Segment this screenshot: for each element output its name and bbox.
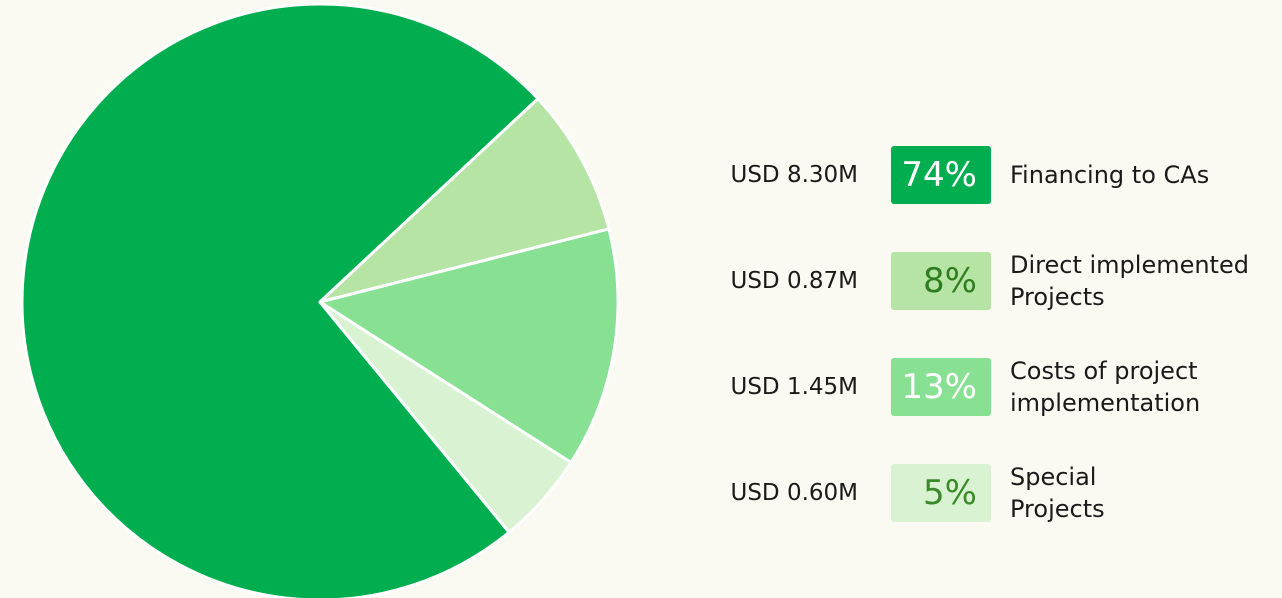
value-label: 5%: [891, 464, 991, 522]
value-label: 13%: [891, 358, 991, 416]
pie-chart: [20, 2, 620, 598]
amount-label: USD 1.45M: [730, 374, 858, 400]
legend-label: Special Projects: [1010, 463, 1105, 523]
legend-label: Direct implemented Projects: [1010, 251, 1249, 311]
value-label: 74%: [891, 146, 991, 204]
legend-label: Costs of project implementation: [1010, 357, 1201, 417]
amount-label: USD 0.60M: [730, 480, 858, 506]
pie-slice: [318, 300, 573, 534]
amount-label: USD 0.87M: [730, 268, 858, 294]
pie-slice: [318, 97, 611, 304]
value-label: 8%: [891, 252, 991, 310]
pie-slice: [318, 227, 620, 465]
pie-slice: [20, 2, 540, 598]
amount-label: USD 8.30M: [730, 162, 858, 188]
legend-label: Financing to CAs: [1010, 161, 1210, 189]
